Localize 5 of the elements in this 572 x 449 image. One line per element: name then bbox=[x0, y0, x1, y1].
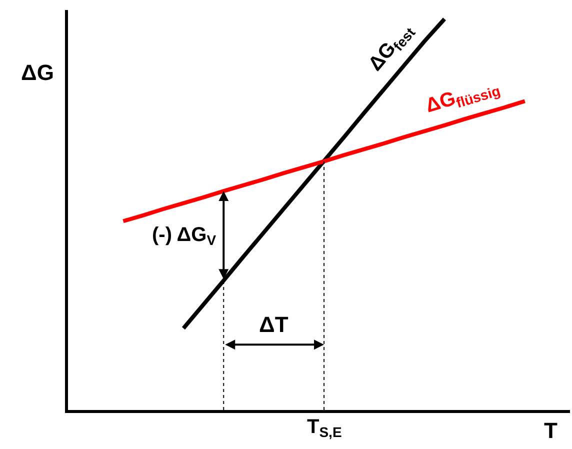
y-axis-title: ΔG bbox=[21, 60, 54, 85]
x-axis-title: T bbox=[544, 418, 558, 443]
annotation: (-) ΔG$_{V}$ bbox=[152, 224, 217, 248]
text: T$_{S,E}$ bbox=[307, 416, 342, 440]
annotation: ΔT bbox=[259, 312, 289, 337]
